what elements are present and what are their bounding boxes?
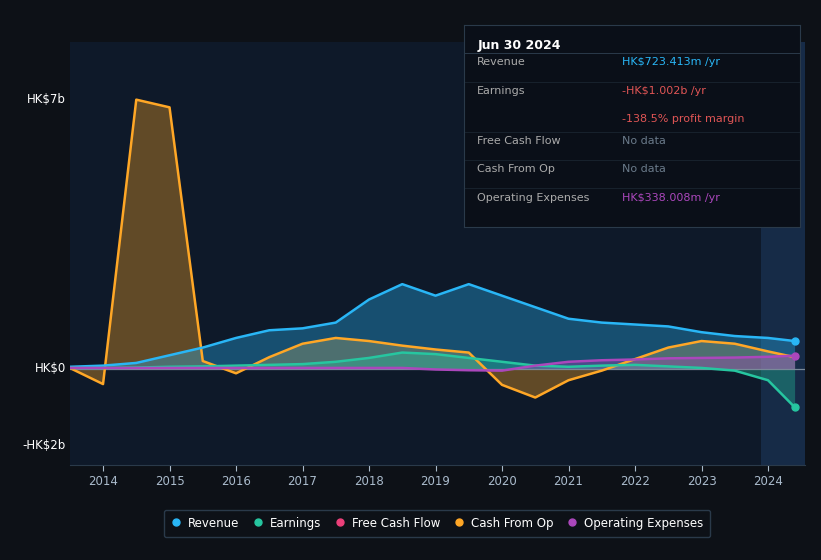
- Text: -HK$1.002b /yr: -HK$1.002b /yr: [622, 86, 706, 96]
- Text: HK$338.008m /yr: HK$338.008m /yr: [622, 193, 720, 203]
- Text: Cash From Op: Cash From Op: [477, 164, 555, 174]
- Text: HK$723.413m /yr: HK$723.413m /yr: [622, 58, 720, 67]
- Text: -HK$2b: -HK$2b: [23, 439, 67, 452]
- Text: Operating Expenses: Operating Expenses: [477, 193, 589, 203]
- Text: Earnings: Earnings: [477, 86, 525, 96]
- Text: No data: No data: [622, 136, 666, 146]
- Text: Jun 30 2024: Jun 30 2024: [477, 39, 561, 52]
- Bar: [761, 42, 805, 465]
- Text: Revenue: Revenue: [477, 58, 526, 67]
- Text: -138.5% profit margin: -138.5% profit margin: [622, 114, 745, 124]
- Text: Free Cash Flow: Free Cash Flow: [477, 136, 561, 146]
- Text: HK$0: HK$0: [34, 362, 67, 375]
- Text: No data: No data: [622, 164, 666, 174]
- Text: HK$7b: HK$7b: [27, 93, 67, 106]
- Legend: Revenue, Earnings, Free Cash Flow, Cash From Op, Operating Expenses: Revenue, Earnings, Free Cash Flow, Cash …: [164, 510, 710, 537]
